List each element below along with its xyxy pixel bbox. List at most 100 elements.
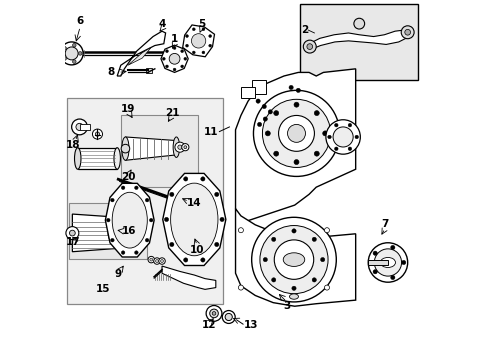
Text: 6: 6 [77,17,84,27]
Circle shape [263,257,267,262]
Circle shape [148,256,154,263]
Circle shape [76,123,83,131]
Circle shape [334,147,337,150]
Ellipse shape [380,257,395,267]
Circle shape [260,226,327,294]
Bar [69,203,146,259]
Circle shape [66,226,79,239]
Circle shape [267,110,272,114]
Text: 8: 8 [107,67,115,77]
Ellipse shape [122,137,129,160]
Circle shape [159,258,165,264]
Circle shape [160,260,163,262]
Circle shape [181,50,183,53]
Text: 21: 21 [165,108,180,118]
Circle shape [354,135,358,139]
Ellipse shape [169,53,180,64]
Circle shape [324,228,329,233]
Circle shape [63,57,66,60]
Circle shape [110,198,114,202]
Polygon shape [80,125,90,130]
Polygon shape [241,87,255,98]
Circle shape [372,251,377,255]
Polygon shape [367,260,387,265]
Circle shape [303,40,316,53]
Circle shape [108,218,138,248]
Circle shape [145,238,148,242]
Text: 2: 2 [301,25,308,35]
Circle shape [347,123,351,127]
Text: 3: 3 [283,301,290,311]
Circle shape [209,309,218,318]
Circle shape [311,237,316,242]
Circle shape [114,224,132,242]
Circle shape [106,219,110,222]
Circle shape [153,258,160,264]
Circle shape [262,99,330,167]
Bar [145,68,152,73]
Text: 19: 19 [121,104,135,114]
Ellipse shape [114,148,120,169]
Circle shape [183,177,187,181]
Circle shape [65,47,78,60]
Circle shape [322,131,327,136]
Circle shape [212,312,215,315]
Circle shape [271,237,275,242]
Circle shape [185,35,188,37]
Circle shape [164,217,168,222]
Text: 5: 5 [198,19,204,29]
Circle shape [202,28,204,31]
Ellipse shape [112,192,147,248]
Text: 12: 12 [201,320,215,330]
Circle shape [325,120,360,154]
Circle shape [222,311,235,323]
Circle shape [404,30,410,35]
Circle shape [274,240,313,279]
Circle shape [373,249,401,276]
Polygon shape [161,45,188,72]
Polygon shape [125,137,176,160]
Circle shape [334,123,337,127]
Circle shape [271,278,275,282]
Circle shape [262,104,266,109]
Polygon shape [162,266,215,289]
Circle shape [287,125,305,142]
Circle shape [178,145,182,149]
Circle shape [293,159,298,165]
Text: 7: 7 [381,219,388,229]
Circle shape [288,85,293,90]
Circle shape [192,51,195,54]
Bar [67,98,223,304]
Text: 14: 14 [186,198,201,208]
Circle shape [251,217,336,302]
Circle shape [162,57,165,60]
Ellipse shape [289,294,298,299]
Polygon shape [251,80,265,94]
Circle shape [224,314,232,320]
Ellipse shape [74,148,81,169]
Circle shape [372,270,377,274]
Circle shape [255,99,260,103]
Polygon shape [235,69,355,223]
Circle shape [311,278,316,282]
Text: 10: 10 [189,245,204,255]
Text: 17: 17 [66,237,80,247]
Circle shape [155,260,158,262]
Circle shape [208,35,211,37]
Circle shape [175,142,184,152]
Circle shape [183,258,187,262]
Circle shape [291,286,296,291]
Polygon shape [128,47,151,65]
Circle shape [121,144,129,153]
Circle shape [220,217,224,222]
Circle shape [95,132,100,136]
Circle shape [165,65,168,68]
Circle shape [192,28,195,31]
Circle shape [353,18,364,29]
Circle shape [202,51,204,54]
Circle shape [367,243,407,282]
Circle shape [72,44,76,47]
Ellipse shape [283,253,304,266]
Text: 15: 15 [95,284,110,294]
Circle shape [208,44,211,47]
